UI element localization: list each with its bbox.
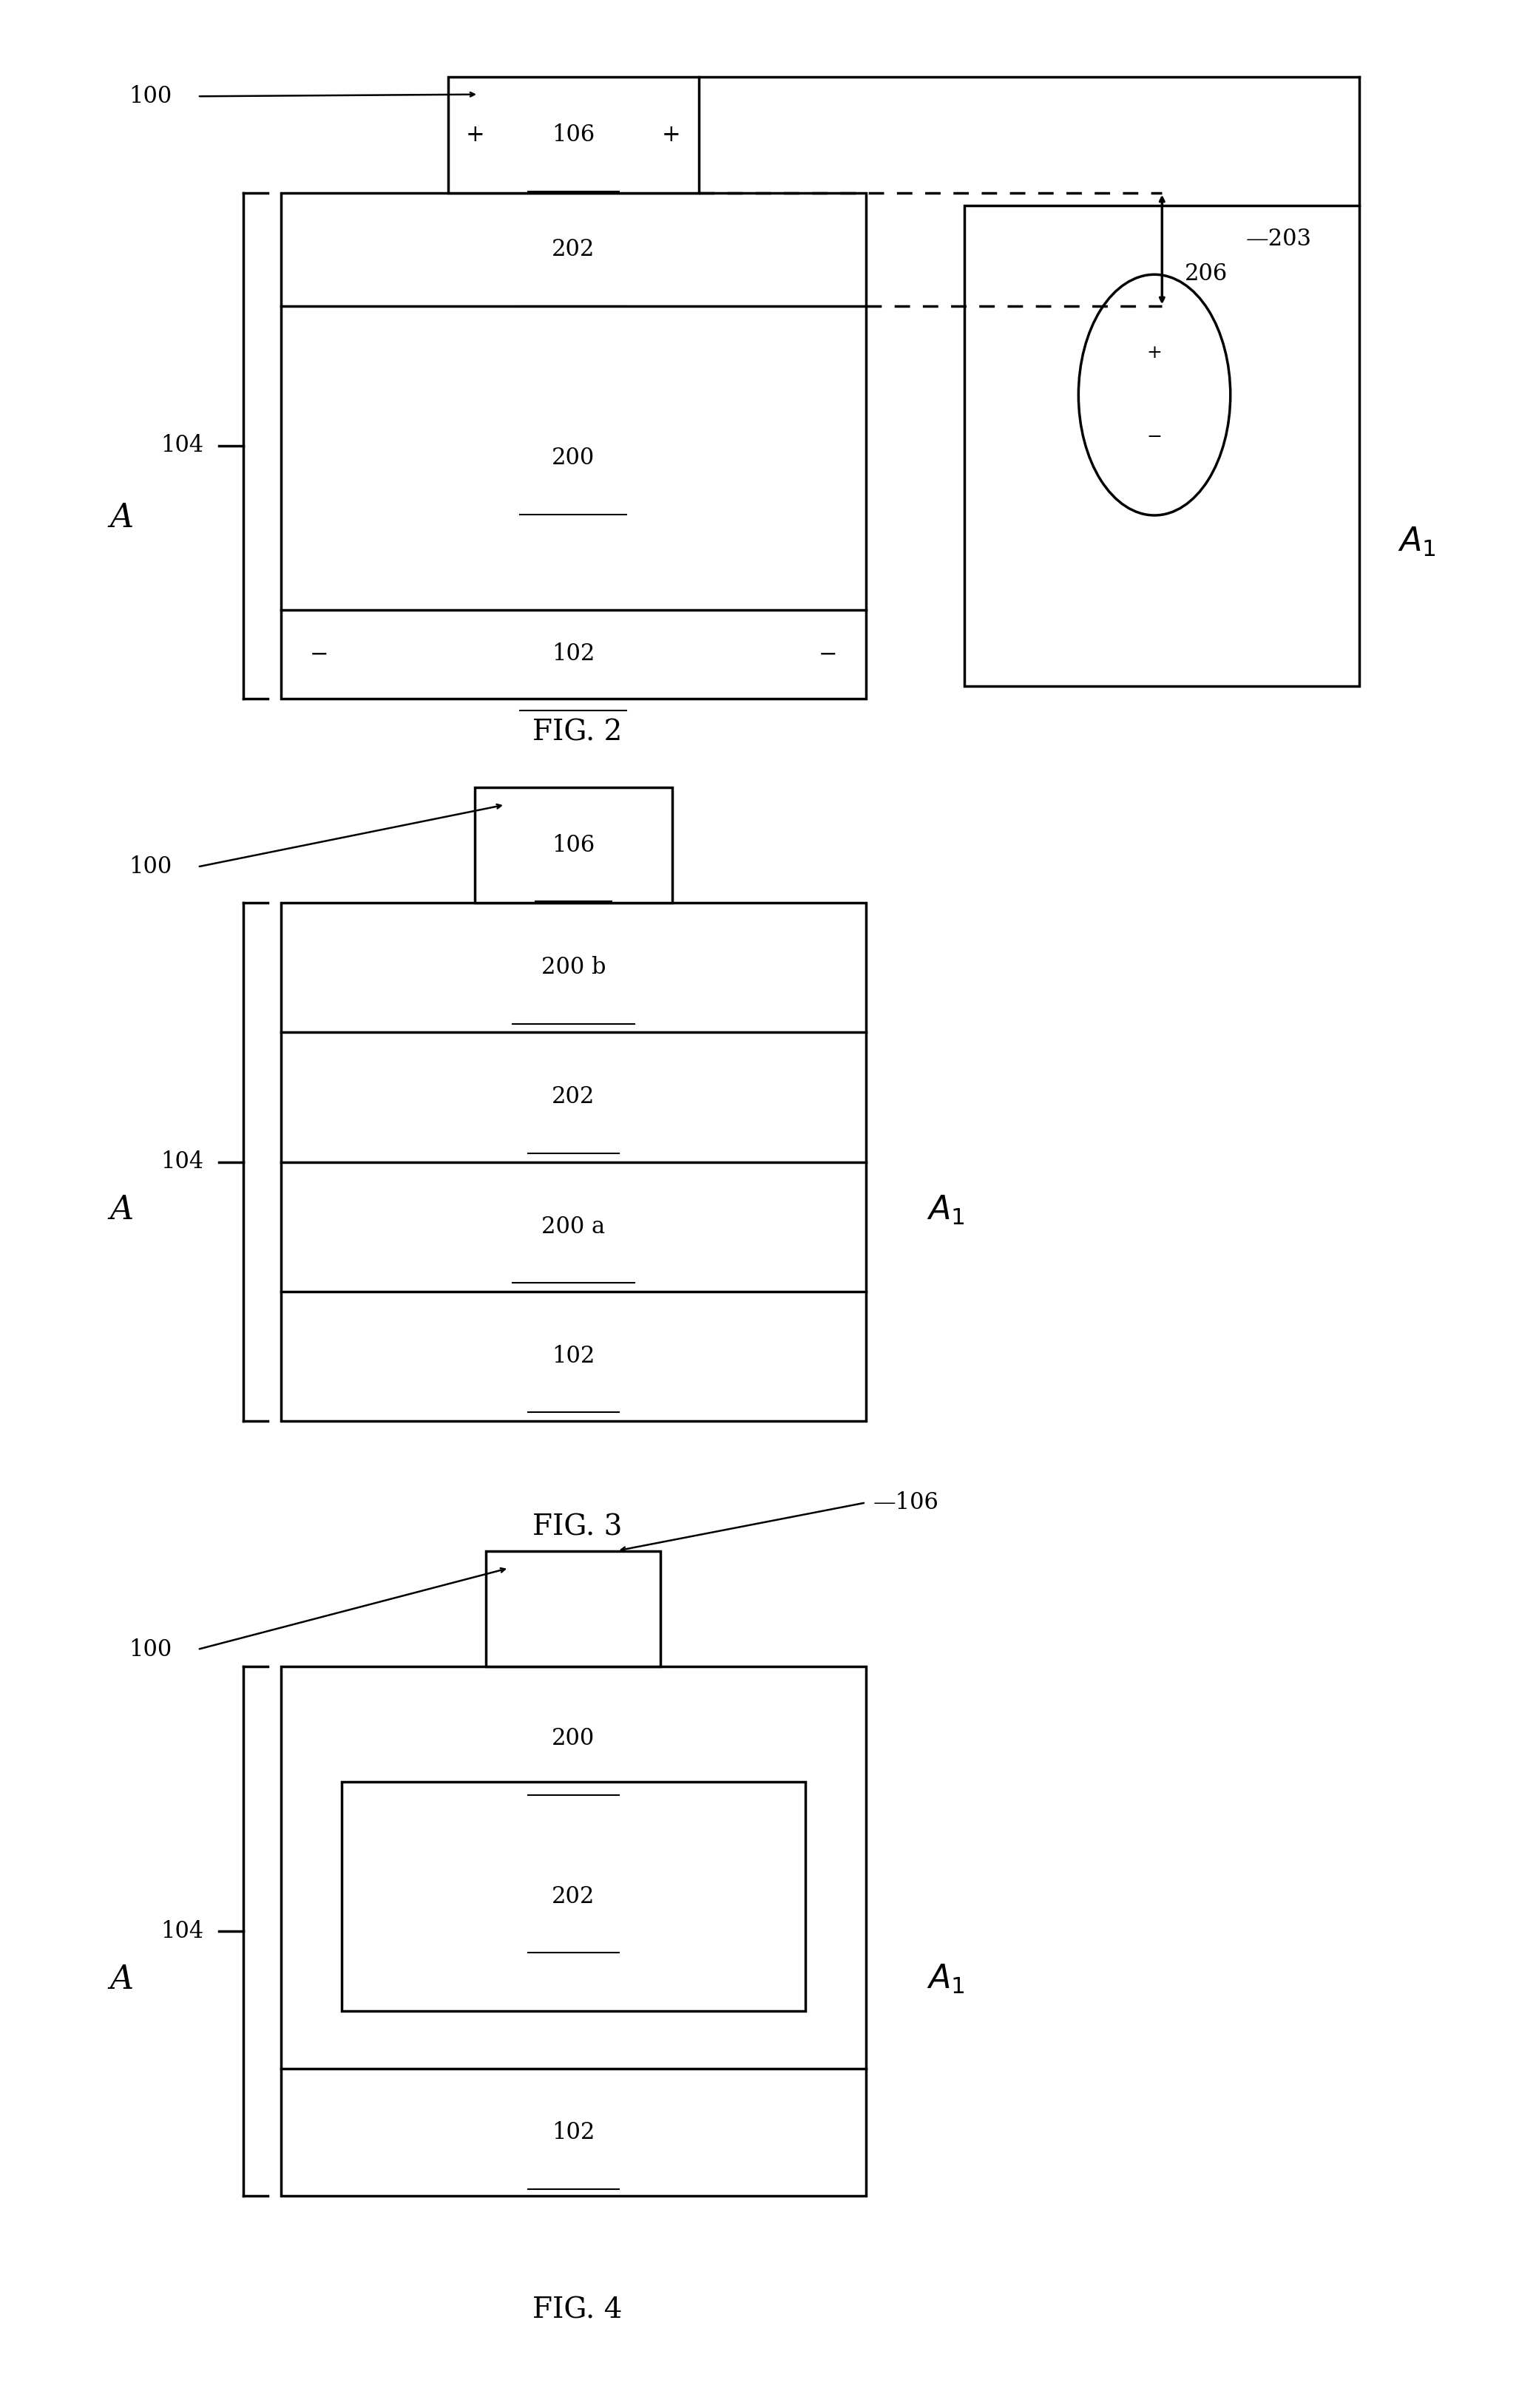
Bar [342,1782,805,2011]
Text: −: − [1147,429,1162,445]
Text: 202: 202 [551,1086,595,1108]
Text: 102: 102 [551,643,595,665]
Bar [474,787,671,903]
Text: 102: 102 [551,2121,595,2143]
Text: FIG. 2: FIG. 2 [532,720,623,746]
Text: $A_1$: $A_1$ [927,1963,965,1996]
Text: 202: 202 [551,1885,595,1907]
Text: 200: 200 [551,445,595,470]
Text: 104: 104 [161,1919,204,1943]
Text: 202: 202 [551,238,595,260]
Text: FIG. 3: FIG. 3 [532,1515,623,1541]
Text: +: + [1147,344,1162,361]
Text: 200: 200 [551,1727,595,1751]
Text: +: + [662,123,681,147]
Text: 100: 100 [129,855,172,879]
Text: 100: 100 [129,84,172,108]
Text: −: − [310,643,328,665]
Text: 104: 104 [161,433,204,458]
Text: —203: —203 [1246,226,1311,250]
Text: −: − [819,643,837,665]
Text: 102: 102 [551,1344,595,1368]
Text: $A_1$: $A_1$ [927,1194,965,1226]
Bar [965,207,1360,686]
Text: FIG. 4: FIG. 4 [532,2297,623,2324]
Text: 106: 106 [551,833,595,857]
Text: +: + [466,123,485,147]
Bar [281,903,866,1421]
Text: $A_1$: $A_1$ [1397,525,1435,559]
Text: A: A [109,1963,134,1996]
Bar [281,193,866,698]
Text: 206: 206 [1185,262,1227,284]
Bar [486,1551,661,1666]
Text: 200 a: 200 a [542,1216,605,1238]
Text: 100: 100 [129,1637,172,1662]
Text: 106: 106 [551,123,595,147]
Text: A: A [109,501,134,535]
Bar [281,1666,866,2196]
Text: 104: 104 [161,1151,204,1173]
Bar [448,77,699,193]
Text: A: A [109,1194,134,1226]
Text: —106: —106 [873,1491,939,1515]
Text: 200 b: 200 b [541,956,606,980]
